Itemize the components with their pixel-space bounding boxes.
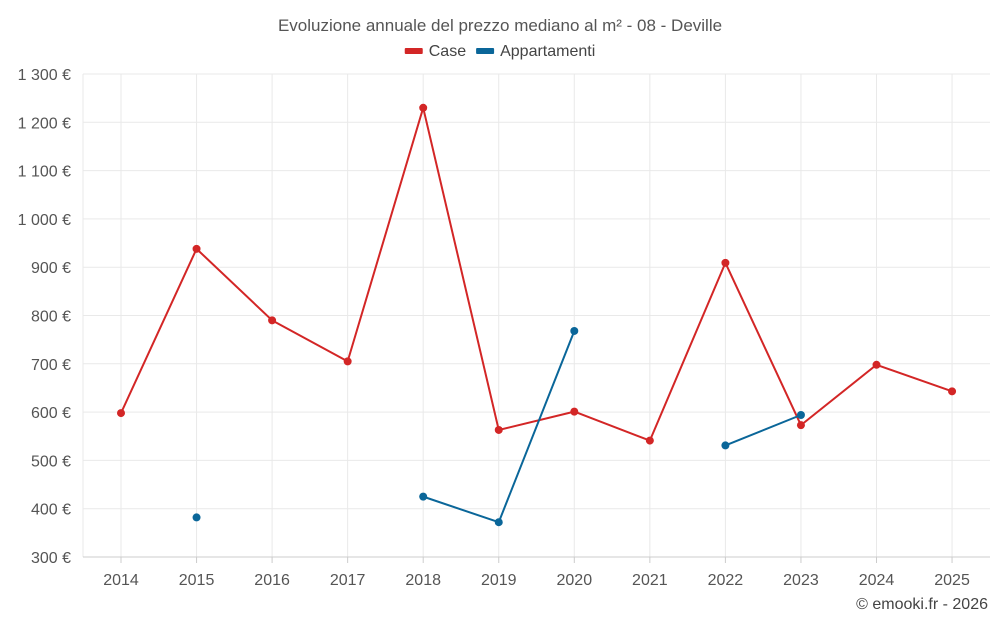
legend-item-case[interactable]: Case	[404, 43, 466, 60]
legend-label: Case	[429, 43, 466, 60]
series-line-appartamenti	[725, 414, 802, 447]
x-tick-label: 2020	[557, 572, 593, 589]
x-tick-label: 2014	[103, 572, 139, 589]
x-tick-label: 2017	[330, 572, 366, 589]
y-tick-label: 700 €	[31, 357, 71, 374]
y-tick-label: 1 100 €	[18, 164, 71, 181]
data-point-case-2019[interactable]	[494, 425, 503, 434]
y-axis: 300 € 400 € 500 € 600 € 700 € 800 € 900 € 1 000…	[18, 67, 71, 567]
data-point-case-2022[interactable]	[721, 258, 730, 267]
data-point-appartamenti-2018[interactable]	[419, 492, 428, 501]
y-tick-label: 1 200 €	[18, 115, 71, 132]
data-point-case-2016[interactable]	[268, 316, 277, 325]
x-tick-label: 2016	[254, 572, 290, 589]
x-tick-label: 2025	[934, 572, 970, 589]
x-tick-label: 2023	[783, 572, 819, 589]
y-tick-label: 1 000 €	[18, 212, 71, 229]
data-point-case-2025[interactable]	[948, 387, 957, 396]
legend-item-appartamenti[interactable]: Appartamenti	[476, 43, 595, 60]
chart-title: Evoluzione annuale del prezzo mediano al…	[278, 16, 722, 35]
data-point-appartamenti-2022[interactable]	[721, 441, 730, 450]
y-tick-label: 600 €	[31, 405, 71, 422]
x-tick-label: 2019	[481, 572, 517, 589]
y-tick-label: 800 €	[31, 309, 71, 326]
data-point-case-2020[interactable]	[570, 407, 579, 416]
x-tick-label: 2021	[632, 572, 668, 589]
series-points	[117, 103, 957, 527]
x-tick-label: 2022	[708, 572, 744, 589]
data-point-case-2014[interactable]	[117, 409, 125, 418]
data-point-case-2017[interactable]	[343, 357, 352, 366]
credit-text: © emooki.fr - 2026	[856, 596, 988, 613]
y-tick-label: 1 300 €	[18, 67, 71, 84]
legend-label: Appartamenti	[500, 43, 595, 60]
data-point-appartamenti-2015[interactable]	[192, 513, 201, 522]
data-point-appartamenti-2019[interactable]	[494, 518, 503, 527]
data-point-appartamenti-2020[interactable]	[570, 326, 579, 335]
legend-swatch	[476, 48, 495, 54]
data-point-case-2021[interactable]	[645, 436, 654, 445]
x-tick-label: 2015	[179, 572, 215, 589]
x-tick-label: 2024	[859, 572, 895, 589]
grid	[82, 73, 990, 558]
data-point-appartamenti-2023[interactable]	[796, 410, 805, 419]
y-tick-label: 900 €	[31, 260, 71, 277]
data-point-case-2015[interactable]	[192, 244, 201, 253]
data-point-case-2018[interactable]	[419, 103, 428, 112]
y-tick-label: 300 €	[31, 550, 71, 567]
data-point-case-2023[interactable]	[796, 421, 805, 430]
legend: Case Appartamenti	[404, 43, 595, 60]
y-tick-label: 400 €	[31, 502, 71, 519]
x-axis: 2014 2015 2016 2017 2018 2019 2020 2021 2022 2023…	[103, 557, 970, 589]
y-tick-label: 500 €	[31, 453, 71, 470]
x-tick-label: 2018	[405, 572, 441, 589]
legend-swatch	[404, 48, 423, 54]
data-point-case-2024[interactable]	[872, 360, 881, 369]
series-line-case	[120, 106, 953, 442]
